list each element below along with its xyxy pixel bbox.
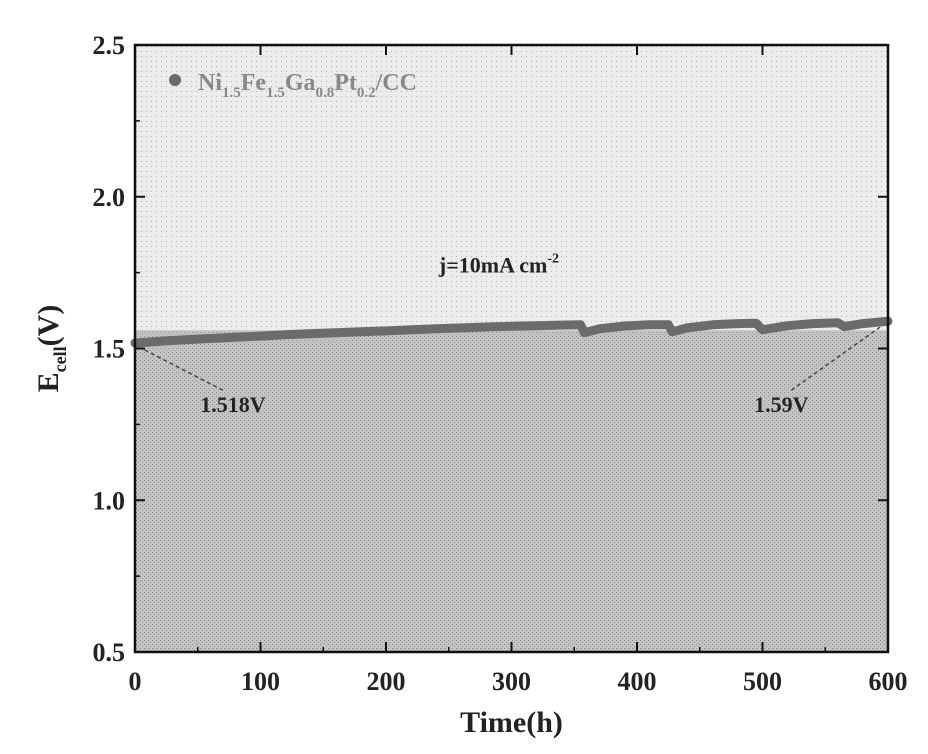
legend-label-sub: 1.5 [266,85,285,101]
y-axis-title-main: E [32,372,65,392]
y-tick-labels: 0.5 1.0 1.5 2.0 2.5 [93,31,126,667]
legend-label-part: Fe [241,70,267,96]
annotation-text: j=10mA cm-2 [438,252,559,278]
x-tick-label: 300 [492,667,531,696]
x-tick-label: 100 [241,667,280,696]
y-axis-title-unit: (V) [32,305,65,347]
series-line [130,316,893,348]
legend-marker [169,74,181,86]
x-tick-label: 200 [367,667,406,696]
y-tick-label: 1.5 [93,335,126,364]
y-tick-label: 0.5 [93,638,126,667]
y-axis-title: Ecell(V) [32,305,70,393]
plot-area-upper [135,45,888,331]
series-group [130,316,893,348]
legend-label-sub: 1.5 [222,85,241,101]
annotation-leader [142,348,224,391]
y-axis-title-sub: cell [50,346,70,372]
legend-label-part: Ga [285,70,316,96]
annotation-text: 1.518V [200,392,266,417]
annotations: j=10mA cm-2 1.518V 1.59V [142,252,881,417]
annotation-main: 1.518V [200,392,266,417]
x-tick-label: 600 [869,667,908,696]
plot-frame [133,43,890,654]
x-tick-label: 500 [743,667,782,696]
legend-label-part: /CC [375,70,417,96]
annotation-main: 1.59V [754,392,809,417]
x-tick-label: 0 [129,667,142,696]
x-tick-label: 400 [618,667,657,696]
legend-label: Ni1.5Fe1.5Ga0.8Pt0.2/CC [198,70,417,101]
y-tick-label: 1.0 [93,486,126,515]
annotation-text: 1.59V [754,392,809,417]
plot-area-lower [135,330,888,652]
x-tick-labels: 0 100 200 300 400 500 600 [129,667,908,696]
legend-label-sub: 0.8 [315,85,334,101]
plot-background [135,45,888,652]
annotation-sup: -2 [547,252,559,267]
y-tick-label: 2.5 [93,31,126,60]
legend-label-sub: 0.2 [357,85,376,101]
y-tick-label: 2.0 [93,183,126,212]
legend: Ni1.5Fe1.5Ga0.8Pt0.2/CC [169,70,417,101]
x-axis-title: Time(h) [460,706,563,739]
legend-label-part: Pt [334,70,357,96]
annotation-main: j=10mA cm [438,253,547,278]
legend-label-part: Ni [198,70,222,96]
